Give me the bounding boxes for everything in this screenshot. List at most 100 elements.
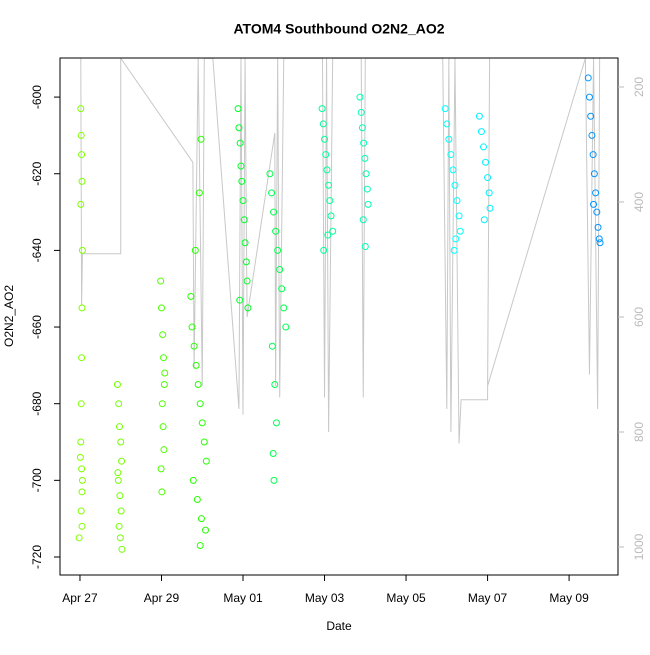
point xyxy=(319,120,327,128)
point xyxy=(195,189,203,197)
point xyxy=(278,285,286,293)
point xyxy=(484,174,492,182)
point xyxy=(114,469,122,477)
x-axis-label: Date xyxy=(326,619,352,633)
y2-tick-label: 200 xyxy=(632,77,646,97)
point xyxy=(78,522,86,530)
point xyxy=(242,258,250,266)
y-tick-label: -600 xyxy=(30,85,44,109)
point xyxy=(593,208,601,216)
point xyxy=(77,105,85,113)
y-tick-label: -640 xyxy=(30,238,44,262)
point xyxy=(78,304,86,312)
point xyxy=(594,223,602,231)
point xyxy=(325,181,333,189)
y2-tick-label: 400 xyxy=(632,192,646,212)
point xyxy=(77,438,85,446)
point xyxy=(592,189,600,197)
point xyxy=(77,507,85,515)
point xyxy=(76,453,84,461)
point xyxy=(196,541,204,549)
point xyxy=(77,131,85,139)
point xyxy=(479,143,487,151)
point xyxy=(270,208,278,216)
plot-area xyxy=(75,58,604,553)
point xyxy=(202,457,210,465)
point xyxy=(196,400,204,408)
point xyxy=(78,476,86,484)
point xyxy=(193,496,201,504)
point xyxy=(596,239,604,247)
y-tick-label: -620 xyxy=(30,161,44,185)
point xyxy=(272,227,280,235)
point xyxy=(360,139,368,147)
point xyxy=(318,105,326,113)
point xyxy=(240,216,248,224)
point xyxy=(157,277,165,285)
point xyxy=(480,216,488,224)
point xyxy=(243,277,251,285)
point xyxy=(158,488,166,496)
point xyxy=(159,423,167,431)
point xyxy=(113,381,121,389)
point xyxy=(77,200,85,208)
point xyxy=(198,419,206,427)
x-tick-label: May 05 xyxy=(386,591,426,605)
point xyxy=(118,545,126,553)
point xyxy=(234,105,242,113)
point xyxy=(158,400,166,408)
point xyxy=(189,476,197,484)
point xyxy=(361,154,369,162)
point xyxy=(197,515,205,523)
point xyxy=(453,197,461,205)
x-tick-label: Apr 29 xyxy=(144,591,180,605)
point xyxy=(271,381,279,389)
point xyxy=(447,151,455,159)
point xyxy=(443,120,451,128)
point xyxy=(159,331,167,339)
y-axis-label: O2N2_AO2 xyxy=(2,285,16,347)
point xyxy=(322,151,330,159)
point xyxy=(326,197,334,205)
point xyxy=(202,526,210,534)
point xyxy=(276,266,284,274)
point xyxy=(190,342,198,350)
point xyxy=(361,243,369,251)
point xyxy=(282,323,290,331)
point xyxy=(78,465,86,473)
chart-title: ATOM4 Southbound O2N2_AO2 xyxy=(233,21,444,37)
point xyxy=(452,235,460,243)
point xyxy=(320,246,328,254)
y-tick-label: -700 xyxy=(30,468,44,492)
point xyxy=(356,93,364,101)
point xyxy=(486,204,494,212)
point xyxy=(363,185,371,193)
point xyxy=(241,239,249,247)
point xyxy=(456,227,464,235)
point xyxy=(268,189,276,197)
point xyxy=(160,354,168,362)
point xyxy=(590,200,598,208)
point xyxy=(585,93,593,101)
point xyxy=(323,166,331,174)
point xyxy=(194,381,202,389)
x-tick-label: May 09 xyxy=(549,591,589,605)
point xyxy=(358,124,366,132)
y-tick-label: -720 xyxy=(30,545,44,569)
point xyxy=(244,304,252,312)
point xyxy=(236,139,244,147)
x-tick-label: May 03 xyxy=(305,591,345,605)
y2-tick-label: 600 xyxy=(632,307,646,327)
point xyxy=(118,457,126,465)
point xyxy=(359,216,367,224)
point xyxy=(587,112,595,120)
point xyxy=(455,212,463,220)
point xyxy=(187,292,195,300)
point xyxy=(269,450,277,458)
altitude-line xyxy=(80,58,601,444)
point xyxy=(78,246,86,254)
y-tick-label: -680 xyxy=(30,391,44,415)
point xyxy=(115,400,123,408)
point xyxy=(188,323,196,331)
point xyxy=(588,131,596,139)
